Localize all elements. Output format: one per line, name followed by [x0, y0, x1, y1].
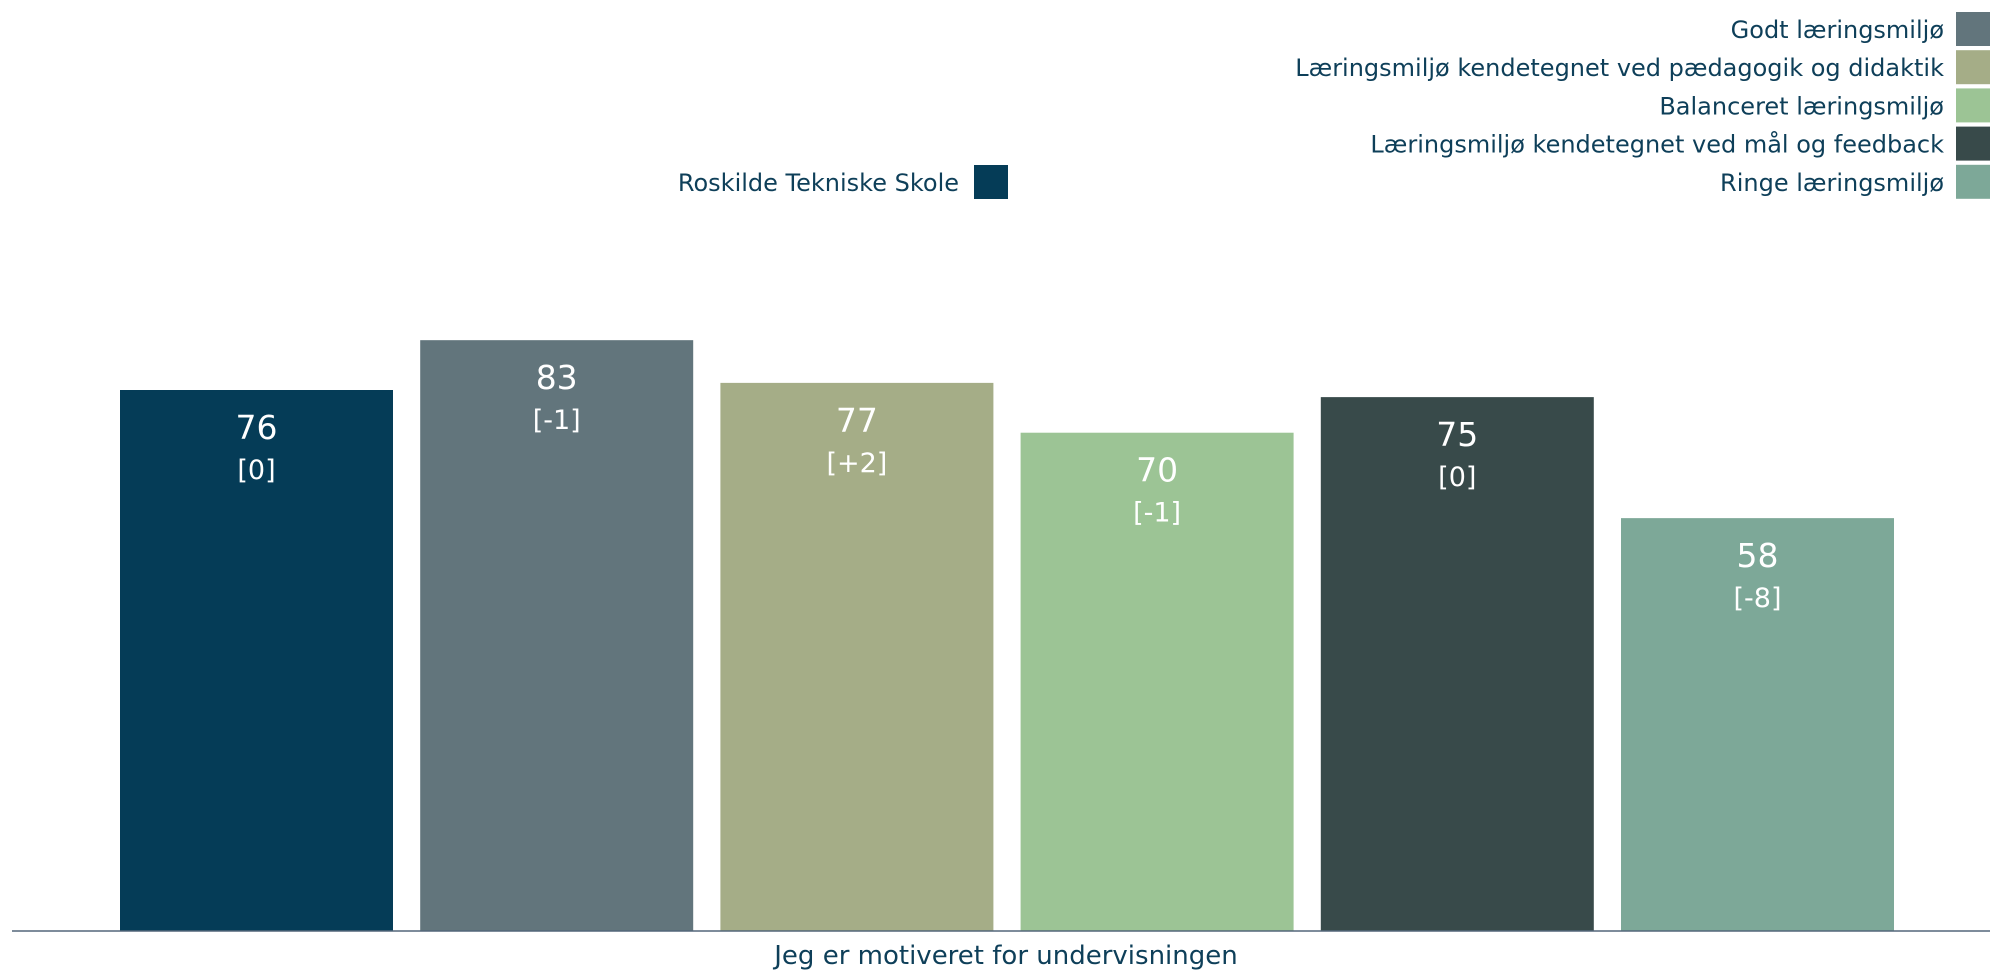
- legend-swatch: [1956, 50, 1990, 85]
- bar-value-label: 76: [236, 408, 278, 447]
- bar-4: [1020, 432, 1294, 931]
- bar-value-label: 75: [1436, 415, 1478, 454]
- legend-swatch: [974, 165, 1008, 199]
- bar-2: [420, 340, 694, 932]
- legend-swatch: [1956, 126, 1990, 161]
- bar-3: [720, 382, 994, 931]
- bar-value-label: 77: [836, 401, 878, 440]
- legend-item: Læringsmiljø kendetegnet ved pædagogik o…: [1295, 50, 1990, 85]
- legend-item: Roskilde Tekniske Skole: [678, 165, 1008, 199]
- legend-label: Læringsmiljø kendetegnet ved pædagogik o…: [1295, 54, 1944, 82]
- legend-swatch: [1956, 12, 1990, 46]
- x-category-label: Jeg er motiveret for undervisningen: [772, 941, 1237, 971]
- bar-diff-label: [0]: [1438, 462, 1476, 493]
- chart-legend: Godt læringsmiljø Læringsmiljø kendetegne…: [678, 12, 1990, 199]
- bar-5: [1320, 397, 1594, 931]
- legend-swatch: [1956, 164, 1990, 199]
- bar-diff-label: [-8]: [1734, 583, 1782, 614]
- bar-diff-label: [-1]: [533, 405, 581, 436]
- bar-value-label: 58: [1737, 536, 1779, 575]
- bar-6: [1621, 518, 1894, 931]
- bar-group: 76 [0] 83 [-1] 77 [+2] 70 [-1] 75 [0] 58 [-8]: [120, 340, 1894, 932]
- legend-label: Roskilde Tekniske Skole: [678, 169, 959, 197]
- legend-item: Ringe læringsmiljø: [1720, 164, 1990, 199]
- bar-1: [120, 390, 393, 931]
- bar-value-label: 70: [1136, 451, 1178, 490]
- legend-label: Læringsmiljø kendetegnet ved mål og feed…: [1370, 130, 1944, 159]
- bar-diff-label: [-1]: [1133, 498, 1181, 529]
- legend-item: Læringsmiljø kendetegnet ved mål og feed…: [1370, 126, 1990, 161]
- legend-label: Ringe læringsmiljø: [1720, 169, 1944, 197]
- legend-label: Godt læringsmiljø: [1731, 16, 1944, 44]
- bar-diff-label: [+2]: [826, 448, 887, 479]
- bar-diff-label: [0]: [237, 455, 275, 486]
- bar-value-label: 83: [536, 358, 578, 397]
- legend-item: Godt læringsmiljø: [1731, 12, 1990, 46]
- legend-swatch: [1956, 88, 1990, 123]
- legend-item: Balanceret læringsmiljø: [1659, 88, 1990, 123]
- legend-label: Balanceret læringsmiljø: [1659, 92, 1944, 120]
